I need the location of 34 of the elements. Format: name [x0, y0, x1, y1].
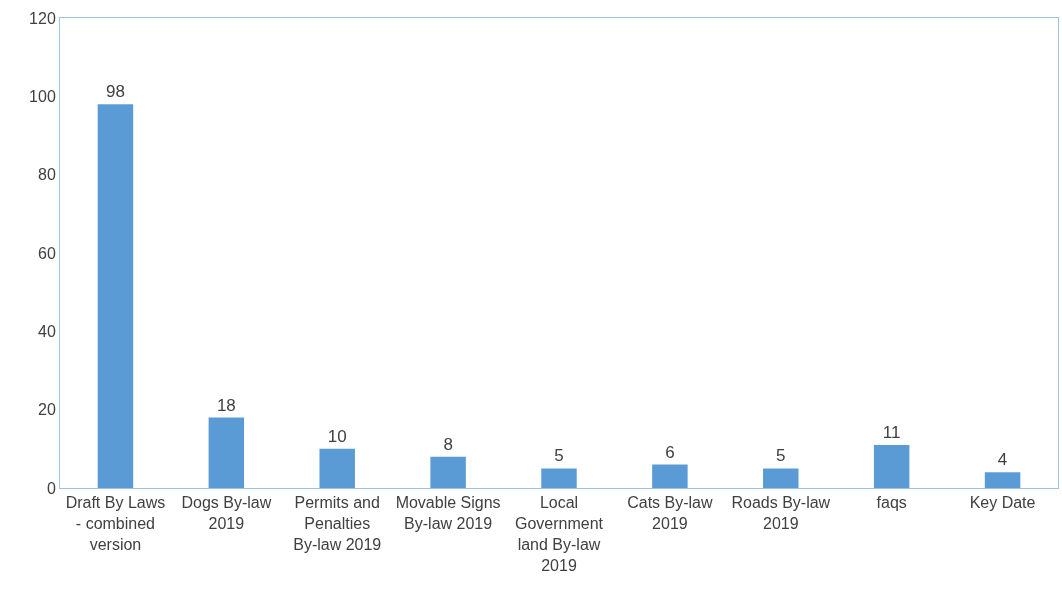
y-tick-label: 120: [29, 9, 56, 27]
x-tick-label: Key Date: [969, 494, 1036, 512]
data-label: 5: [776, 446, 786, 466]
x-tick-label: Movable Signs By-law 2019: [395, 494, 501, 532]
x-tick-label: Draft By Laws - combined version: [65, 494, 166, 553]
data-label: 6: [665, 442, 675, 462]
data-label: 10: [327, 426, 347, 446]
bar: [97, 104, 134, 488]
x-tick-label: Roads By-law 2019: [731, 494, 831, 532]
data-label: 5: [554, 446, 564, 466]
x-tick-label: Dogs By-law 2019: [181, 494, 272, 532]
bar: [208, 417, 245, 488]
data-label: 11: [882, 422, 901, 442]
bar: [652, 464, 688, 488]
data-label: 8: [443, 434, 453, 454]
y-tick-label: 60: [38, 244, 56, 262]
bar: [319, 448, 355, 488]
x-tick-label: faqs: [876, 494, 907, 512]
bar: [763, 468, 799, 488]
x-tick-label: Cats By-law 2019: [627, 494, 714, 532]
y-tick-label: 40: [38, 322, 56, 340]
data-label: 4: [997, 450, 1008, 470]
bar: [430, 456, 466, 488]
y-tick-label: 80: [38, 166, 56, 184]
x-tick-label: Permits and Penalties By-law 2019: [293, 494, 382, 553]
data-label: 18: [216, 395, 236, 415]
bar: [984, 472, 1021, 488]
y-tick-label: 20: [38, 401, 56, 419]
y-tick-label: 0: [46, 479, 56, 497]
bar: [541, 468, 577, 488]
data-label: 98: [105, 82, 125, 102]
bar: [873, 444, 910, 488]
x-tick-label: Local Government land By-law 2019: [514, 494, 604, 574]
y-tick-label: 100: [29, 87, 56, 105]
